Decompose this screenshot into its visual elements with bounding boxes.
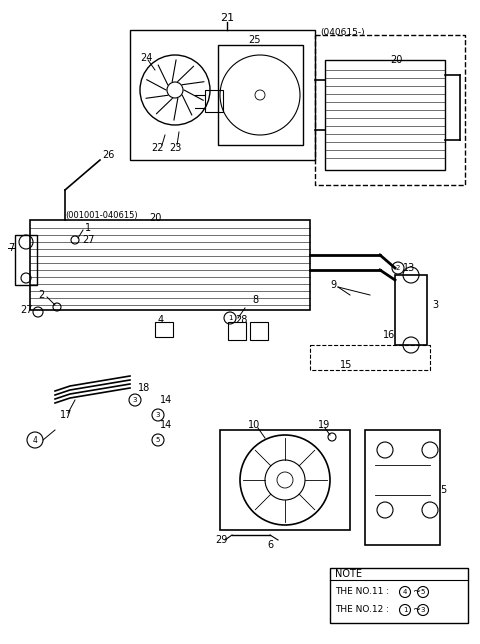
Text: NOTE: NOTE [335,569,362,579]
Text: 29: 29 [215,535,228,545]
Text: 5: 5 [156,437,160,443]
Text: 18: 18 [138,383,150,393]
Text: 15: 15 [340,360,352,370]
Bar [250,322,268,340]
Text: 1: 1 [85,223,91,233]
Bar [218,45,303,145]
Bar [330,568,468,623]
Bar [205,90,223,112]
Text: 17: 17 [60,410,72,420]
Text: 9: 9 [330,280,336,290]
Text: 8: 8 [252,295,258,305]
Text: 26: 26 [102,150,114,160]
Text: 19: 19 [318,420,330,430]
Text: 20: 20 [390,55,402,65]
Text: 2: 2 [396,265,400,271]
Text: 6: 6 [267,540,273,550]
Bar [310,345,430,370]
Text: 20: 20 [149,213,161,223]
Text: (001001-040615): (001001-040615) [65,211,138,220]
Text: 4: 4 [158,315,164,325]
Text: 7: 7 [8,243,14,253]
Text: ~: ~ [413,587,421,597]
Text: 14: 14 [160,395,172,405]
Text: 25: 25 [248,35,261,45]
Text: THE NO.12 :: THE NO.12 : [335,605,389,614]
Bar [395,275,427,345]
Text: 16: 16 [383,330,395,340]
Text: 27: 27 [82,235,95,245]
Text: 5: 5 [440,485,446,495]
Bar [325,60,445,170]
Bar [15,235,37,285]
Bar [315,35,465,185]
Bar [130,30,315,160]
Text: (040615-): (040615-) [320,28,365,37]
Text: 4: 4 [403,589,407,595]
Text: 14: 14 [160,420,172,430]
Text: 1: 1 [228,315,232,321]
Text: 23: 23 [169,143,181,153]
Text: 27: 27 [20,305,33,315]
Bar [155,322,173,337]
Text: 24: 24 [140,53,152,63]
Bar [365,430,440,545]
Text: 3: 3 [432,300,438,310]
Bar [30,220,310,310]
Text: 3: 3 [133,397,137,403]
Text: 3: 3 [421,607,425,613]
Bar [220,430,350,530]
Text: THE NO.11 :: THE NO.11 : [335,587,389,596]
Bar [228,322,246,340]
Text: 21: 21 [220,13,234,23]
Text: 5: 5 [421,589,425,595]
Text: 22: 22 [151,143,163,153]
Text: 3: 3 [156,412,160,418]
Text: 1: 1 [403,607,407,613]
Text: 28: 28 [235,315,247,325]
Text: 10: 10 [248,420,260,430]
Text: 2: 2 [38,290,44,300]
Text: 13: 13 [403,263,415,273]
Text: 4: 4 [33,435,37,444]
Text: ~: ~ [413,605,421,615]
